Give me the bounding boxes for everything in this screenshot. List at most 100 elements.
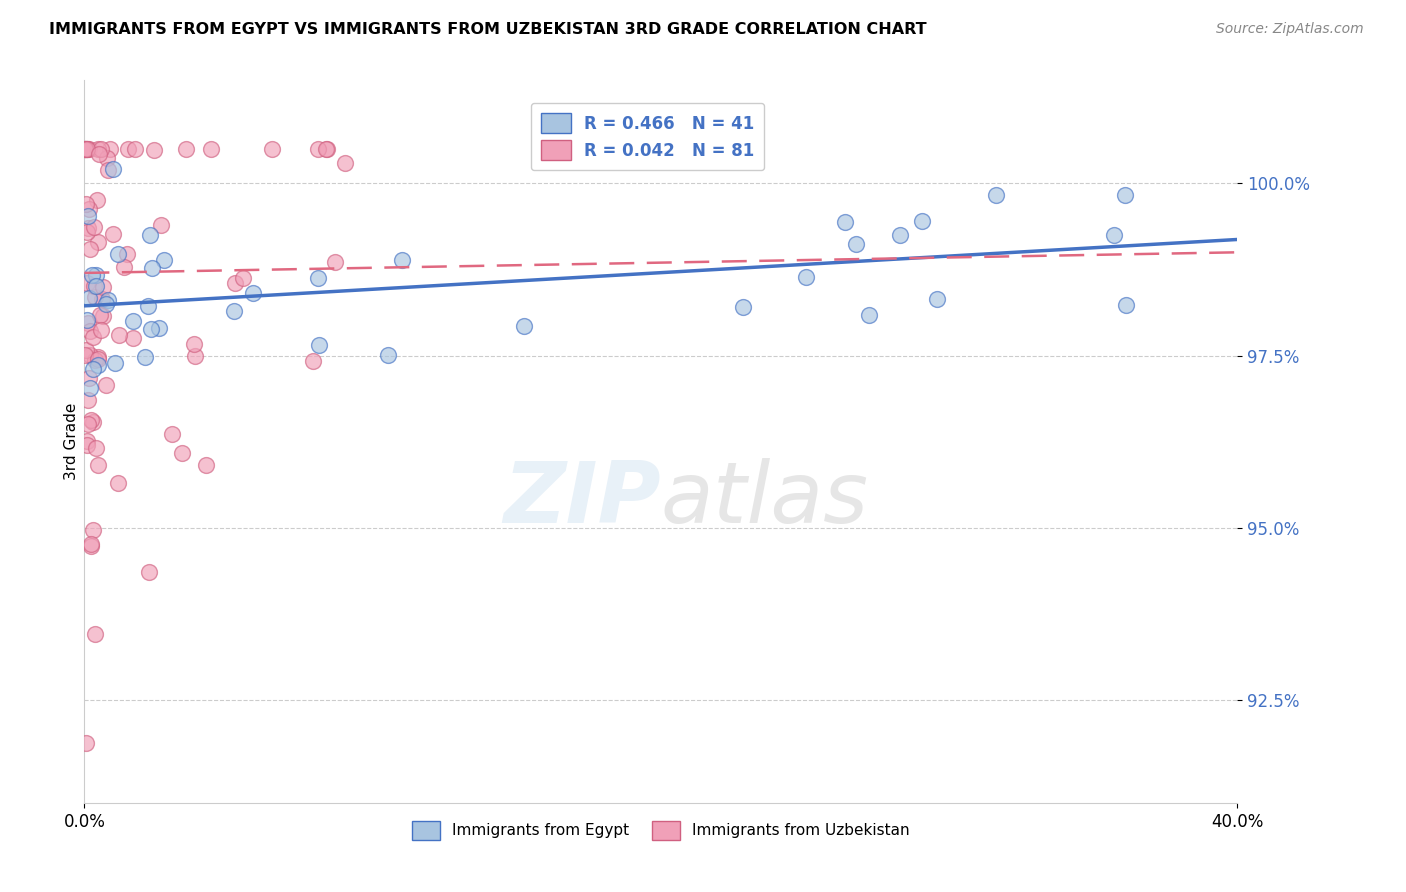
Point	[107, 475, 129, 490]
Point	[75, 736, 97, 750]
Point	[76, 277, 98, 291]
Point	[89, 308, 111, 322]
Point	[232, 270, 254, 285]
Point	[79, 243, 101, 257]
Point	[77, 291, 100, 305]
Point	[76, 142, 98, 156]
Point	[76, 142, 98, 156]
Point	[139, 227, 162, 242]
Text: ZIP: ZIP	[503, 458, 661, 541]
Point	[91, 310, 114, 324]
Point	[91, 292, 114, 306]
Point	[911, 214, 934, 228]
Point	[141, 260, 163, 275]
Point	[391, 252, 413, 267]
Point	[84, 442, 107, 456]
Point	[83, 278, 105, 293]
Point	[87, 142, 110, 156]
Point	[90, 142, 112, 156]
Point	[79, 348, 101, 362]
Point	[108, 327, 131, 342]
Point	[76, 221, 98, 235]
Point	[200, 142, 222, 156]
Point	[308, 338, 330, 352]
Point	[242, 286, 264, 301]
Point	[76, 417, 98, 432]
Y-axis label: 3rd Grade: 3rd Grade	[63, 403, 79, 480]
Point	[82, 415, 104, 429]
Point	[79, 371, 101, 385]
Point	[84, 290, 107, 304]
Text: Source: ZipAtlas.com: Source: ZipAtlas.com	[1216, 22, 1364, 37]
Point	[75, 343, 97, 357]
Point	[103, 227, 125, 242]
Point	[260, 142, 283, 156]
Point	[149, 218, 172, 232]
Point	[76, 434, 98, 449]
Point	[87, 351, 110, 366]
Point	[94, 297, 117, 311]
Point	[80, 536, 103, 550]
Point	[86, 458, 108, 472]
Point	[731, 300, 754, 314]
Point	[143, 144, 166, 158]
Point	[377, 348, 399, 362]
Point	[927, 292, 949, 306]
Point	[139, 322, 162, 336]
Point	[153, 253, 176, 268]
Point	[75, 142, 97, 156]
Point	[107, 247, 129, 261]
Point	[307, 142, 329, 156]
Point	[333, 155, 356, 169]
Text: atlas: atlas	[661, 458, 869, 541]
Point	[76, 226, 98, 240]
Point	[87, 235, 110, 249]
Point	[76, 210, 98, 224]
Point	[138, 565, 160, 579]
Point	[307, 270, 329, 285]
Point	[315, 142, 337, 156]
Point	[73, 142, 96, 156]
Point	[93, 280, 115, 294]
Point	[83, 219, 105, 234]
Point	[174, 142, 197, 156]
Point	[86, 268, 108, 282]
Point	[183, 337, 205, 351]
Point	[77, 392, 100, 407]
Point	[73, 348, 96, 362]
Point	[889, 227, 911, 242]
Point	[76, 438, 98, 452]
Point	[76, 142, 98, 156]
Point	[97, 162, 120, 177]
Point	[115, 247, 138, 261]
Point	[858, 308, 880, 322]
Point	[513, 319, 536, 334]
Point	[83, 352, 105, 367]
Point	[315, 142, 337, 156]
Point	[117, 142, 139, 156]
Text: IMMIGRANTS FROM EGYPT VS IMMIGRANTS FROM UZBEKISTAN 3RD GRADE CORRELATION CHART: IMMIGRANTS FROM EGYPT VS IMMIGRANTS FROM…	[49, 22, 927, 37]
Point	[73, 142, 96, 156]
Point	[1115, 298, 1137, 312]
Point	[170, 446, 193, 460]
Point	[302, 353, 325, 368]
Point	[90, 323, 112, 337]
Point	[87, 147, 110, 161]
Point	[112, 260, 135, 275]
Point	[986, 187, 1008, 202]
Point	[122, 314, 145, 328]
Point	[122, 330, 145, 344]
Point	[224, 303, 246, 318]
Point	[82, 362, 104, 376]
Point	[75, 197, 97, 211]
Point	[148, 320, 170, 334]
Point	[79, 381, 101, 395]
Point	[794, 269, 817, 284]
Point	[86, 350, 108, 364]
Point	[124, 142, 146, 156]
Point	[183, 349, 205, 363]
Point	[160, 427, 183, 442]
Point	[104, 356, 127, 370]
Point	[84, 627, 107, 641]
Point	[1114, 188, 1136, 202]
